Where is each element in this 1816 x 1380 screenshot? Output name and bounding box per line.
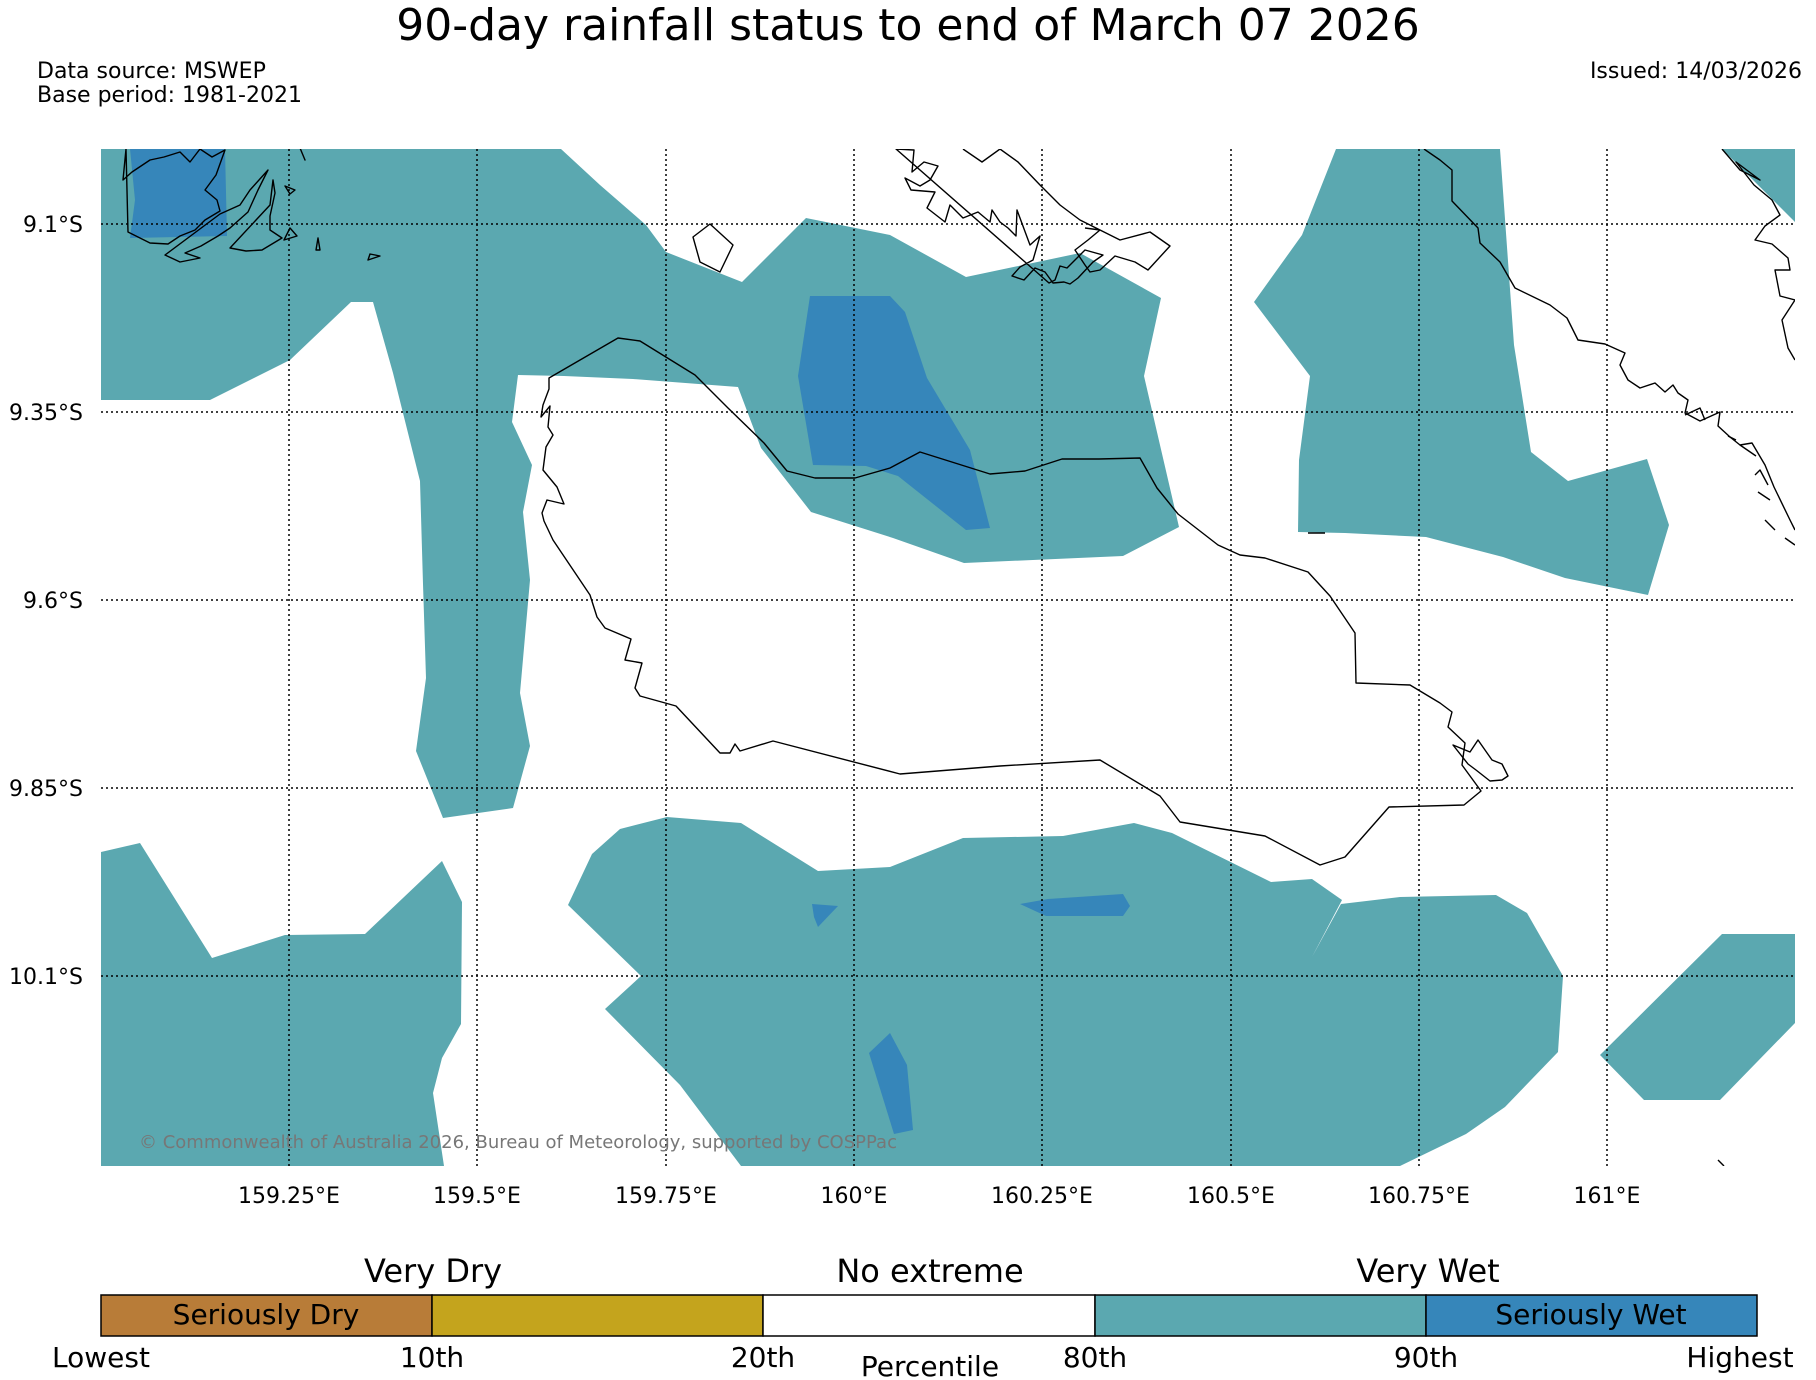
seriously-wet-patch-1 <box>812 904 838 927</box>
map-plot-area: © Commonwealth of Australia 2026, Bureau… <box>101 149 1795 1166</box>
legend-group-no-extreme: No extreme <box>836 1252 1023 1290</box>
page-title: 90-day rainfall status to end of March 0… <box>396 0 1420 51</box>
north-island-coastline-2 <box>962 149 1171 273</box>
northwest-islands-coastline-3 <box>229 179 283 252</box>
seriously-wet-region-northwest <box>130 149 227 238</box>
very-wet-region-northeast <box>1254 149 1669 595</box>
islet-nw-2 <box>283 227 298 241</box>
base-period-label: Base period: 1981-2021 <box>37 83 302 108</box>
lon-label-2: 159.5°E <box>433 1184 521 1209</box>
lat-label-2: 9.35°S <box>9 401 83 426</box>
longitude-labels: 159.25°E 159.5°E 159.75°E 160°E 160.25°E… <box>238 1184 1640 1209</box>
legend-box-very-dry <box>431 1294 764 1337</box>
lon-label-6: 160.5°E <box>1187 1184 1275 1209</box>
lon-label-5: 160.25°E <box>991 1184 1093 1209</box>
graticule <box>101 149 1795 1166</box>
legend-tick-highest: Highest <box>1686 1341 1793 1374</box>
lat-label-4: 9.85°S <box>9 777 83 802</box>
legend-axis-label: Percentile <box>861 1350 999 1380</box>
northwest-islands-coastline-2 <box>164 169 269 263</box>
islet-se <box>1717 1159 1725 1166</box>
seriously-wet-patch-2 <box>1020 894 1130 916</box>
legend-box-very-wet <box>1094 1294 1427 1337</box>
legend-tick-lowest: Lowest <box>52 1341 150 1374</box>
coastlines <box>122 149 1795 1166</box>
northeast-coastline <box>1423 149 1795 531</box>
copyright-notice: © Commonwealth of Australia 2026, Bureau… <box>139 1132 897 1153</box>
lon-label-3: 159.75°E <box>615 1184 717 1209</box>
very-wet-region-southeast <box>1600 934 1795 1100</box>
islet-nw-4 <box>367 253 381 261</box>
legend-tick-20th: 20th <box>731 1341 795 1374</box>
islet-nw-1 <box>284 185 296 195</box>
islet-nw-5 <box>299 149 306 161</box>
legend-box-label-seriously-dry: Seriously Dry <box>173 1298 360 1331</box>
northwest-islands-coastline <box>122 149 226 245</box>
small-island-coastline-2 <box>1452 739 1509 782</box>
small-island-coastline-1 <box>692 223 734 273</box>
lat-label-1: 9.1°S <box>23 213 83 238</box>
islets-ne <box>1684 407 1795 546</box>
legend-tick-10th: 10th <box>400 1341 464 1374</box>
lon-label-8: 161°E <box>1574 1184 1641 1209</box>
very-wet-region-north <box>101 149 1179 818</box>
legend-tick-80th: 80th <box>1063 1341 1127 1374</box>
data-source-label: Data source: MSWEP <box>37 59 266 84</box>
lat-label-3: 9.6°S <box>23 589 83 614</box>
very-wet-region-southwest <box>101 843 462 1166</box>
legend-ticks: Lowest 10th 20th 80th 90th Highest <box>52 1341 1794 1374</box>
north-island-coastline <box>895 149 1104 285</box>
legend-colorbar <box>100 1294 1758 1337</box>
legend: Very Dry No extreme Very Wet Seriously D… <box>52 1252 1794 1380</box>
lon-label-1: 159.25°E <box>238 1184 340 1209</box>
issued-label: Issued: 14/03/2026 <box>1590 59 1802 84</box>
seriously-wet-region-central <box>798 296 990 530</box>
legend-group-very-wet: Very Wet <box>1356 1252 1499 1290</box>
seriously-wet-regions <box>130 149 1130 1134</box>
legend-tick-90th: 90th <box>1394 1341 1458 1374</box>
lon-label-4: 160°E <box>821 1184 888 1209</box>
legend-box-no-extreme <box>762 1294 1096 1337</box>
seriously-wet-patch-3 <box>869 1033 913 1134</box>
lat-label-5: 10.1°S <box>9 965 83 990</box>
northeast-coastline-2 <box>1721 149 1795 361</box>
legend-box-seriously-wet <box>1425 1294 1758 1337</box>
lon-label-7: 160.75°E <box>1368 1184 1470 1209</box>
legend-group-very-dry: Very Dry <box>364 1252 502 1290</box>
very-wet-regions <box>101 149 1795 1166</box>
legend-box-label-seriously-wet: Seriously Wet <box>1495 1298 1686 1331</box>
islet-nw-3 <box>315 237 321 251</box>
very-wet-region-corner-ne <box>1722 149 1795 222</box>
main-island-coastline <box>540 337 1482 866</box>
very-wet-region-south <box>568 817 1563 1166</box>
latitude-labels: 9.1°S 9.35°S 9.6°S 9.85°S 10.1°S <box>9 213 83 990</box>
